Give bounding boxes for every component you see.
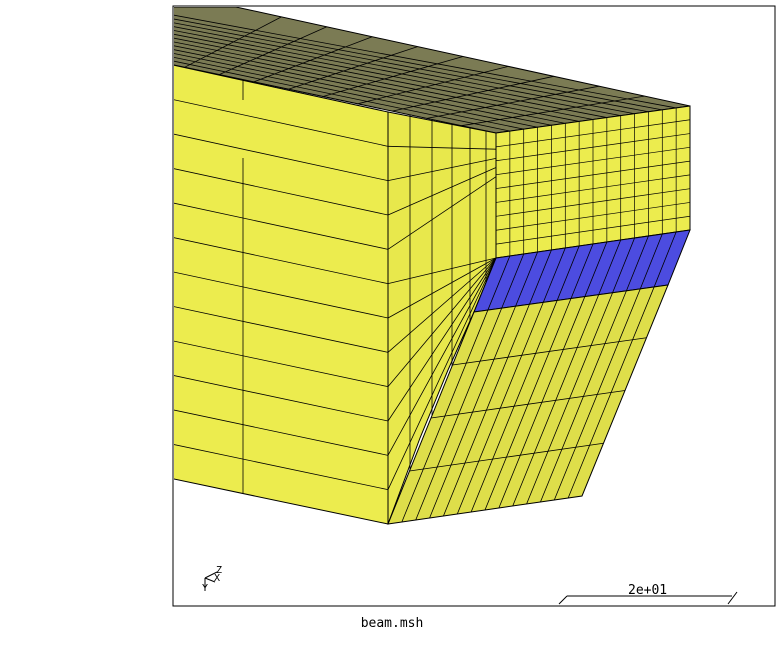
blue-grid-u — [639, 233, 663, 290]
mesh-face-end-grid — [495, 107, 691, 256]
axis-label-z: Z — [216, 565, 222, 576]
top-grid-cross — [253, 36, 373, 83]
end-grid-v — [495, 202, 691, 231]
end-grid-v — [495, 188, 691, 217]
top-grid-cross — [288, 46, 418, 90]
lower-grid-v — [409, 442, 604, 472]
top-grid-line — [174, 22, 649, 113]
blue-grid-u — [570, 243, 594, 299]
fillet-grid-fan — [387, 257, 497, 353]
fillet-grid-fan — [387, 257, 497, 285]
top-grid-line — [174, 37, 594, 120]
fillet-grid-fan — [387, 257, 497, 422]
end-grid-v — [495, 215, 691, 245]
lower-grid-v — [452, 337, 647, 366]
left-grid-v — [174, 444, 389, 491]
blue-grid-u — [515, 251, 538, 307]
end-grid-v — [495, 119, 691, 148]
fillet-grid-fan — [387, 145, 497, 150]
blue-grid-u — [487, 255, 511, 311]
left-grid-v — [174, 202, 389, 250]
fillet-grid-fan — [387, 257, 497, 456]
axis-label-y: Y — [202, 583, 208, 594]
left-grid-v — [174, 409, 389, 456]
lower-grid-v — [430, 390, 626, 419]
fillet-grid-fan — [387, 176, 497, 250]
fillet-grid-fan — [387, 257, 497, 490]
blue-grid-u — [556, 245, 580, 301]
mesh-face-left — [174, 64, 389, 525]
top-grid-line — [174, 33, 607, 118]
axis-label-x: X — [214, 573, 220, 584]
file-name-label: beam.msh — [360, 616, 424, 631]
left-grid-v — [174, 340, 389, 388]
top-grid-cross — [184, 16, 282, 68]
blue-grid-u — [653, 231, 677, 288]
blue-grid-u — [612, 237, 635, 293]
axis-triad — [204, 571, 218, 590]
top-grid-cross — [357, 66, 509, 105]
blue-grid-u — [529, 249, 552, 305]
left-grid-v — [174, 237, 389, 285]
top-grid-line — [174, 14, 677, 109]
left-grid-v — [174, 271, 389, 319]
top-grid-line — [174, 60, 510, 132]
scale-bar-label: 2e+01 — [628, 583, 667, 598]
fillet-grid-fan — [387, 257, 497, 319]
top-grid-line — [174, 18, 663, 111]
mesh-face-top-grid — [174, 14, 677, 132]
mesh-face-lower-grid — [401, 286, 655, 523]
mesh-model — [174, 7, 691, 525]
top-grid-line — [174, 49, 552, 126]
blue-grid-u — [598, 239, 622, 295]
blue-grid-u — [626, 235, 649, 291]
fillet-grid-fan — [387, 157, 497, 182]
mesh-face-blue-grid — [487, 231, 677, 311]
blue-grid-u — [542, 247, 566, 303]
left-grid-v — [174, 306, 389, 353]
end-grid-v — [495, 160, 691, 189]
top-grid-cross — [426, 85, 600, 119]
mesh-face-fillet-grid — [387, 115, 497, 500]
scale-bar — [558, 591, 738, 605]
left-grid-v — [174, 133, 389, 182]
blue-grid-u — [501, 253, 525, 309]
end-grid-v — [495, 146, 691, 176]
top-grid-cross — [392, 75, 554, 112]
top-grid-line — [174, 30, 621, 117]
fillet-grid-fan — [387, 167, 497, 216]
top-grid-line — [174, 26, 635, 115]
top-grid-cross — [461, 95, 645, 127]
top-grid-cross — [322, 56, 464, 97]
end-grid-v — [495, 133, 691, 162]
blue-grid-u — [584, 241, 608, 297]
top-grid-line — [174, 56, 524, 130]
left-grid-v — [174, 168, 389, 216]
mesh-face-left-grid — [174, 80, 389, 494]
left-grid-v — [174, 375, 389, 422]
fillet-grid-fan — [387, 257, 497, 387]
left-grid-v — [174, 99, 389, 147]
top-grid-cross — [219, 26, 327, 75]
end-grid-v — [495, 174, 691, 203]
top-grid-line — [174, 45, 566, 124]
top-grid-line — [174, 53, 538, 128]
top-grid-line — [174, 41, 580, 122]
